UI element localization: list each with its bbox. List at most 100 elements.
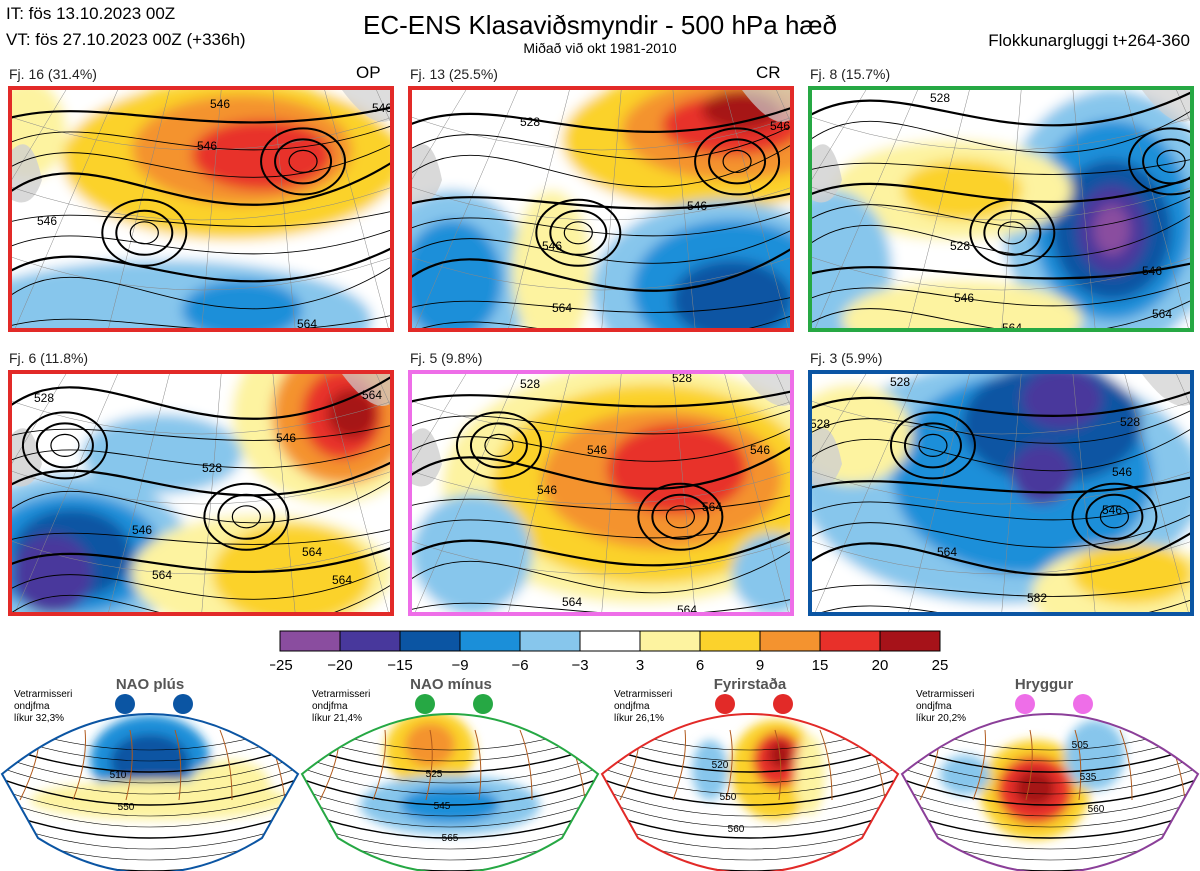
- height-contour: [12, 461, 390, 497]
- height-contour: [412, 599, 790, 612]
- height-contour: [412, 550, 790, 594]
- regime-contour: [302, 840, 598, 871]
- height-contour: [12, 376, 390, 420]
- colorbar-swatch: [339, 630, 401, 652]
- grid-line: [12, 257, 390, 291]
- height-contour: [12, 566, 390, 600]
- anomaly-area: [412, 494, 532, 612]
- height-contour: [812, 177, 1190, 203]
- height-contour: [12, 547, 390, 573]
- colorbar-tick-label: 20: [872, 657, 889, 674]
- colorbar-swatch: [579, 630, 641, 652]
- contour-label: 528: [1120, 415, 1140, 429]
- closed-contour: [889, 411, 976, 480]
- regime-map: 510 550: [0, 694, 300, 871]
- height-contour: [422, 315, 790, 328]
- regime-contour: [902, 752, 1198, 784]
- contour-label: 564: [552, 301, 572, 315]
- cluster-map: 528 528 546 546 546 564 564 564: [412, 374, 790, 612]
- colorbar-tick-label: 25: [932, 657, 949, 674]
- contour-label: 546: [1112, 465, 1132, 479]
- regime-map: 505 535 560: [900, 694, 1200, 871]
- grid-line: [108, 90, 170, 328]
- cluster-panel: 528 528 528 546 546 564 582: [808, 370, 1194, 616]
- contour-label: 546: [770, 119, 790, 133]
- regime-contour: [2, 796, 298, 828]
- height-contour: [812, 281, 1190, 307]
- grid-line: [1124, 90, 1189, 328]
- grid-line: [12, 90, 67, 180]
- coastline: [774, 729, 782, 801]
- anomaly-area: [1072, 544, 1190, 604]
- coastline: [1025, 729, 1033, 801]
- regime-title: Hryggur: [1014, 676, 1074, 693]
- contour-label: 528: [672, 374, 692, 385]
- grid-line: [412, 90, 467, 180]
- grid-line: [724, 374, 789, 612]
- regime-contour: [602, 741, 898, 773]
- colorbar-swatch: [759, 630, 821, 652]
- regime-contour: [302, 752, 598, 784]
- regime-outline: [900, 713, 1200, 871]
- height-contour: [812, 262, 1190, 280]
- regime-contour: [602, 796, 898, 828]
- land-area: [12, 428, 42, 487]
- regime-contour: [602, 840, 898, 871]
- grid-line: [815, 90, 918, 328]
- contour-label: 582: [1027, 591, 1047, 605]
- colorbar-tick-label: 15: [812, 657, 829, 674]
- regime-contour: [302, 796, 598, 828]
- land-area: [812, 428, 842, 487]
- regime-dot: [115, 694, 135, 714]
- grid-line: [672, 90, 696, 328]
- regime-anomaly-area: [940, 755, 990, 795]
- contour-label: 546: [197, 139, 217, 153]
- colorbar-swatch: [279, 630, 341, 652]
- regime-anomaly-area: [795, 735, 825, 815]
- regime-contour: [2, 763, 298, 795]
- regime-contour: [602, 774, 898, 806]
- land-area: [742, 90, 790, 122]
- regime-title: Fyrirstaða: [713, 676, 787, 693]
- regime-contour: [2, 840, 298, 871]
- height-contour: [412, 211, 790, 237]
- regime-contour: [302, 741, 598, 773]
- anomaly-area: [642, 444, 712, 494]
- height-contour: [812, 91, 1190, 127]
- regime-note-line: líkur 26,1%: [614, 713, 665, 724]
- regime-dot: [473, 694, 493, 714]
- regime-contour-label: 560: [1088, 804, 1105, 815]
- closed-contour: [274, 138, 333, 185]
- contour-label: 528: [812, 417, 830, 431]
- closed-contour: [231, 505, 261, 529]
- anomaly-area: [812, 190, 892, 328]
- closed-contour: [1156, 149, 1186, 174]
- grid-line: [324, 90, 389, 328]
- regime-contour: [602, 807, 898, 839]
- grid-line: [12, 401, 390, 435]
- regime-outline: [0, 713, 300, 871]
- colorbar-swatch: [819, 630, 881, 652]
- regime-contour: [902, 796, 1198, 828]
- contour-label: 528: [520, 377, 540, 391]
- regime-contour-label: 550: [720, 792, 737, 803]
- contour-label: 546: [37, 214, 57, 228]
- regime-anomaly-area: [405, 723, 455, 767]
- cluster-tag: OP: [356, 63, 381, 82]
- regime-contour: [302, 807, 598, 839]
- colorbar-swatch: [699, 630, 761, 652]
- anomaly-area: [212, 524, 372, 612]
- colorbar-swatch: [879, 630, 941, 652]
- closed-contour: [651, 493, 710, 540]
- grid-line: [601, 374, 622, 612]
- grid-line: [12, 374, 67, 464]
- height-contour: [812, 391, 1190, 417]
- regime-note-line: Vetrarmisseri: [14, 689, 73, 700]
- grid-line: [812, 90, 867, 180]
- height-contour: [12, 480, 390, 524]
- height-contour: [812, 110, 1190, 154]
- regime-title: NAO mínus: [410, 676, 492, 693]
- regime-contour-label: 545: [434, 801, 451, 812]
- coastline: [519, 729, 533, 801]
- contour-label: 564: [152, 568, 172, 582]
